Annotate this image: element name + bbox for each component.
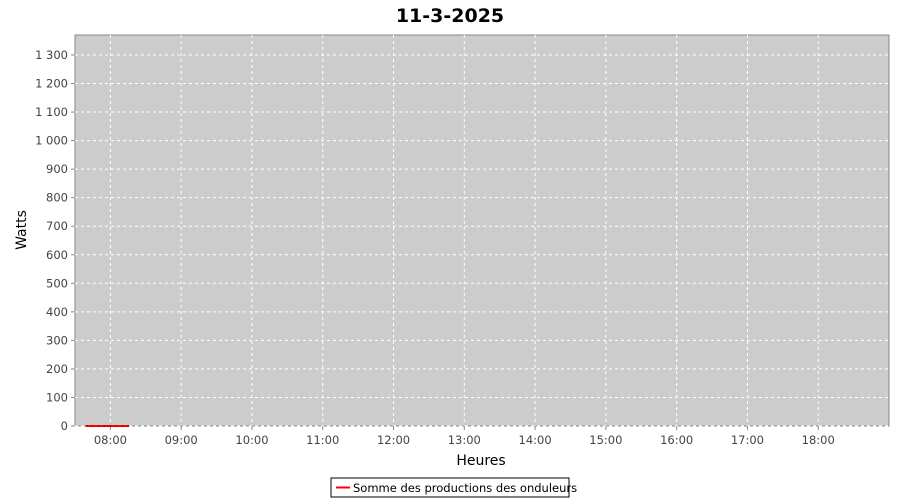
plot-area — [74, 34, 890, 427]
data-point — [107, 425, 109, 427]
y-tick-label: 500 — [46, 276, 68, 290]
data-point — [91, 425, 94, 427]
x-tick-label: 15:00 — [589, 433, 622, 447]
data-point — [103, 425, 106, 427]
y-tick-label: 400 — [46, 305, 68, 319]
x-tick-label: 09:00 — [165, 433, 198, 447]
x-tick-label: 18:00 — [802, 433, 835, 447]
y-tick-label: 700 — [46, 219, 68, 233]
y-axis-title: Watts — [14, 210, 30, 250]
y-axis: 0 100 200 300 400 500 600 700 800 900 1 000 1 100 1 … — [35, 48, 75, 433]
data-point — [97, 425, 100, 427]
x-tick-label: 16:00 — [660, 433, 693, 447]
data-point — [127, 425, 130, 427]
y-tick-label: 0 — [61, 419, 68, 433]
x-tick-label: 14:00 — [519, 433, 552, 447]
data-point — [85, 425, 88, 427]
x-tick-label: 13:00 — [448, 433, 481, 447]
y-tick-label: 300 — [46, 333, 68, 347]
y-tick-label: 1 200 — [35, 77, 68, 91]
x-tick-label: 08:00 — [94, 433, 127, 447]
data-point — [109, 425, 112, 427]
y-tick-label: 100 — [46, 390, 68, 404]
x-tick-label: 12:00 — [377, 433, 410, 447]
y-tick-label: 900 — [46, 162, 68, 176]
y-tick-label: 1 300 — [35, 48, 68, 62]
legend-label: Somme des productions des onduleurs — [353, 481, 577, 495]
y-tick-label: 800 — [46, 191, 68, 205]
data-point — [115, 425, 118, 427]
y-tick-label: 1 000 — [35, 134, 68, 148]
x-axis-title: Heures — [456, 453, 505, 469]
y-tick-label: 600 — [46, 248, 68, 262]
x-tick-label: 11:00 — [306, 433, 339, 447]
series-layer — [85, 425, 130, 427]
y-tick-label: 200 — [46, 362, 68, 376]
chart-title: 11-3-2025 — [396, 5, 504, 27]
x-tick-label: 17:00 — [731, 433, 764, 447]
legend: Somme des productions des onduleurs — [330, 477, 577, 498]
y-tick-label: 1 100 — [35, 105, 68, 119]
legend-box — [330, 477, 570, 498]
gridlines — [75, 35, 889, 427]
x-tick-label: 10:00 — [235, 433, 268, 447]
x-axis: 08:00 09:00 10:00 11:00 12:00 13:00 14:00 15:00… — [94, 426, 835, 447]
data-point — [121, 425, 124, 427]
